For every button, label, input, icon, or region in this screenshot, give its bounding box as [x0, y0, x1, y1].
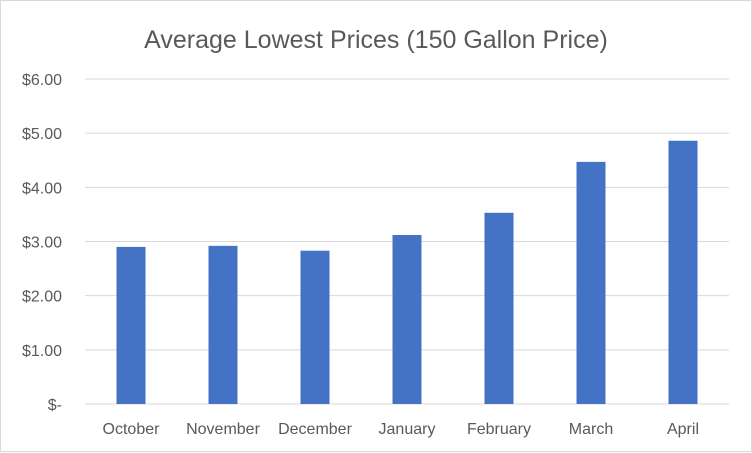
bar-december: [300, 250, 330, 404]
y-axis-tick-labels: $- $1.00 $2.00 $3.00 $4.00 $5.00 $6.00: [22, 72, 62, 414]
bars: [116, 140, 698, 404]
y-tick-label: $-: [48, 397, 62, 414]
y-tick-label: $5.00: [22, 126, 62, 143]
x-tick-label: October: [103, 421, 161, 438]
y-tick-label: $3.00: [22, 235, 62, 252]
x-tick-label: March: [569, 421, 613, 438]
x-axis-tick-labels: October November December January February Ma…: [103, 421, 699, 438]
bar-january: [392, 235, 422, 404]
x-tick-label: November: [186, 421, 260, 438]
x-tick-label: February: [467, 421, 531, 438]
bar-october: [116, 246, 146, 404]
y-tick-label: $4.00: [22, 180, 62, 197]
bar-march: [576, 161, 606, 404]
bar-february: [484, 212, 514, 404]
x-tick-label: January: [379, 421, 436, 438]
x-tick-label: April: [667, 421, 699, 438]
y-tick-label: $6.00: [22, 72, 62, 89]
bar-november: [208, 245, 238, 404]
x-tick-label: December: [278, 421, 352, 438]
chart-title: Average Lowest Prices (150 Gallon Price): [144, 26, 608, 54]
bar-april: [668, 140, 698, 404]
y-tick-label: $1.00: [22, 343, 62, 360]
y-tick-label: $2.00: [22, 289, 62, 306]
